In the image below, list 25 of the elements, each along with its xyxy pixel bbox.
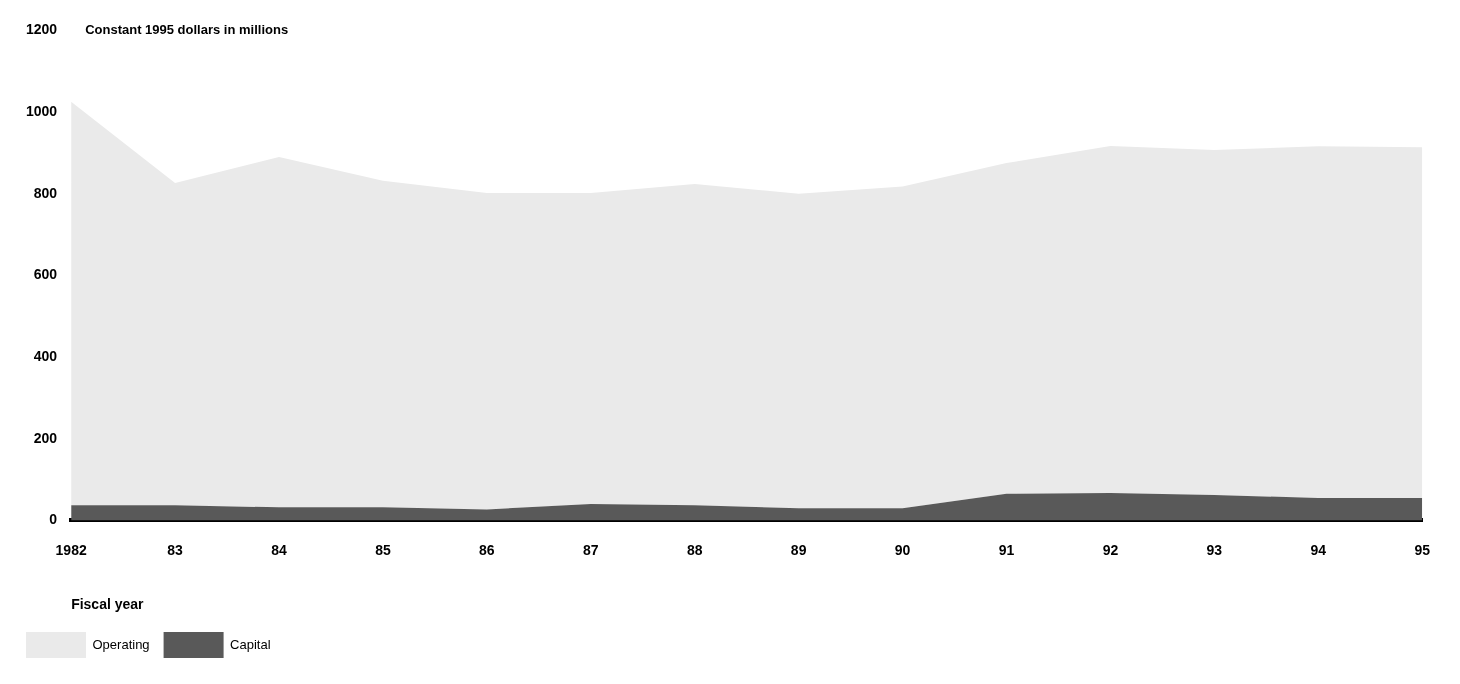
x-tick-label: 84 bbox=[271, 541, 287, 558]
x-tick-label: 88 bbox=[686, 541, 703, 558]
legend-label: Capital bbox=[230, 636, 271, 652]
x-tick-label: 85 bbox=[375, 541, 391, 558]
y-tick-label: 1000 bbox=[25, 102, 58, 119]
x-tick-label: 86 bbox=[479, 541, 495, 558]
x-tick-label: 83 bbox=[167, 541, 184, 558]
legend-label: Operating bbox=[92, 636, 150, 652]
y-tick-label: 800 bbox=[33, 184, 58, 201]
y-tick-label: 600 bbox=[33, 266, 58, 283]
x-tick-label: 92 bbox=[1102, 541, 1119, 558]
x-tick-label: 87 bbox=[583, 541, 599, 558]
x-tick-label: 94 bbox=[1310, 541, 1327, 558]
x-tick-label: 1982 bbox=[55, 541, 87, 558]
y-tick-label: 0 bbox=[49, 511, 58, 528]
x-tick-label: 95 bbox=[1414, 541, 1431, 558]
x-tick-label: 91 bbox=[998, 541, 1015, 558]
x-tick-label: 90 bbox=[894, 541, 911, 558]
y-tick-label: 1200 bbox=[25, 21, 58, 38]
y-tick-label: 400 bbox=[33, 347, 58, 364]
x-tick-label: 89 bbox=[790, 541, 807, 558]
x-tick-label: 93 bbox=[1206, 541, 1223, 558]
x-axis-title: Fiscal year bbox=[71, 596, 145, 613]
y-tick-label: 200 bbox=[33, 429, 58, 446]
y-axis-title: Constant 1995 dollars in millions bbox=[85, 21, 289, 37]
